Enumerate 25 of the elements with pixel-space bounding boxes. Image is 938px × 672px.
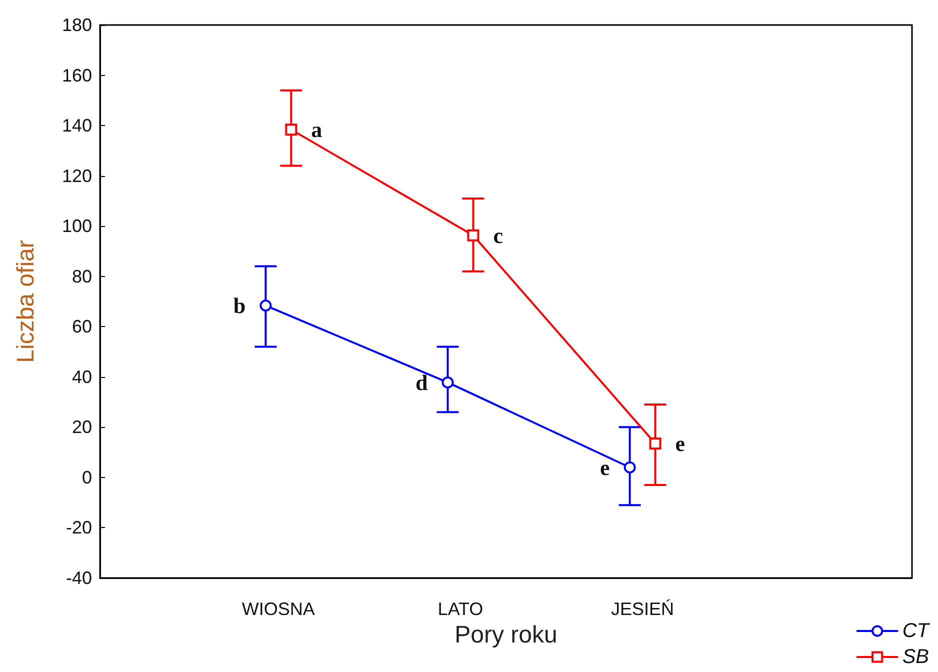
y-tick-label: 140	[62, 116, 92, 136]
data-label: e	[675, 431, 686, 456]
data-label: e	[600, 454, 610, 480]
x-axis-title: Pory roku	[454, 622, 558, 648]
x-tick-label: LATO	[438, 599, 484, 619]
y-tick-label: -40	[66, 568, 92, 588]
data-label: a	[311, 117, 322, 142]
x-tick-label: JESIEŃ	[611, 599, 674, 619]
y-tick-label: 40	[72, 366, 92, 387]
y-tick-label: 80	[72, 266, 92, 286]
data-label: b	[233, 293, 246, 318]
y-tick-label: 180	[62, 15, 92, 35]
y-tick-label: 100	[62, 216, 92, 236]
y-tick-label: 160	[62, 65, 92, 86]
y-axis-title: Liczba ofiar	[12, 240, 40, 363]
y-tick-label: 20	[72, 417, 92, 438]
y-tick-label: 60	[72, 316, 92, 337]
data-label: c	[493, 222, 504, 248]
data-label: d	[415, 370, 428, 395]
y-tick-label: 0	[82, 467, 92, 488]
y-tick-label: -20	[66, 518, 92, 538]
legend-label: CT	[902, 620, 931, 642]
y-tick-label: 120	[62, 166, 92, 186]
x-tick-label: WIOSNA	[242, 599, 315, 619]
legend-label: SB	[902, 646, 930, 668]
